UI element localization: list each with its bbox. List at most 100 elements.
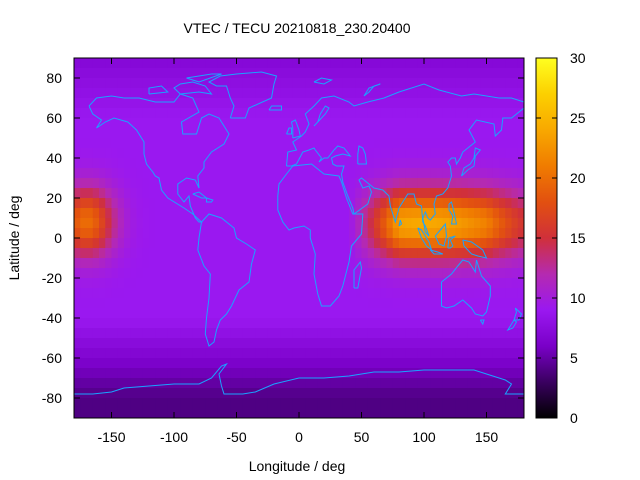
heatmap-cell xyxy=(374,258,381,269)
heatmap-cell xyxy=(242,368,250,379)
heatmap-cell xyxy=(399,248,406,259)
heatmap-cell xyxy=(324,398,331,409)
heatmap-cell xyxy=(130,198,138,209)
heatmap-cell xyxy=(442,218,450,229)
heatmap-cell xyxy=(511,188,519,199)
heatmap-cell xyxy=(411,158,419,169)
heatmap-cell xyxy=(511,278,519,289)
heatmap-cell xyxy=(74,178,81,189)
colorbar-tick-label: 25 xyxy=(570,110,586,126)
heatmap-cell xyxy=(211,278,219,289)
heatmap-cell xyxy=(324,378,331,389)
heatmap-cell xyxy=(180,388,188,399)
heatmap-cell xyxy=(411,88,419,99)
heatmap-cell xyxy=(405,248,413,259)
heatmap-cell xyxy=(261,378,269,389)
heatmap-cell xyxy=(205,258,213,269)
heatmap-cell xyxy=(311,348,319,359)
heatmap-cell xyxy=(224,98,231,109)
heatmap-cell xyxy=(230,318,238,329)
heatmap-cell xyxy=(255,238,263,249)
heatmap-cell xyxy=(374,118,381,129)
heatmap-cell xyxy=(205,288,213,299)
heatmap-cell xyxy=(299,308,306,319)
heatmap-cell xyxy=(449,308,456,319)
heatmap-cell xyxy=(92,128,100,139)
heatmap-cell xyxy=(424,348,431,359)
heatmap-cell xyxy=(449,408,456,418)
heatmap-cell xyxy=(124,148,131,159)
heatmap-cell xyxy=(505,328,513,339)
heatmap-cell xyxy=(74,98,81,109)
heatmap-cell xyxy=(230,328,238,339)
heatmap-cell xyxy=(211,378,219,389)
heatmap-cell xyxy=(142,128,150,139)
heatmap-cell xyxy=(205,368,213,379)
heatmap-cell xyxy=(199,58,206,69)
heatmap-cell xyxy=(305,58,313,69)
heatmap-cell xyxy=(155,68,163,79)
heatmap-cell xyxy=(136,88,144,99)
heatmap-cell xyxy=(174,148,181,159)
heatmap-cell xyxy=(199,78,206,89)
heatmap-cell xyxy=(211,168,219,179)
heatmap-cell xyxy=(149,338,156,349)
heatmap-cell xyxy=(199,208,206,219)
heatmap-cell xyxy=(130,188,138,199)
heatmap-cell xyxy=(224,368,231,379)
heatmap-cell xyxy=(174,348,181,359)
heatmap-cell xyxy=(230,348,238,359)
coastline xyxy=(479,319,485,326)
heatmap-cell xyxy=(230,118,238,129)
heatmap-cell xyxy=(292,128,300,139)
heatmap-cell xyxy=(230,398,238,409)
heatmap-cell xyxy=(74,258,81,269)
heatmap-cell xyxy=(136,208,144,219)
heatmap-cell xyxy=(217,178,225,189)
heatmap-cell xyxy=(480,138,488,149)
heatmap-cell xyxy=(199,118,206,129)
heatmap-cell xyxy=(92,348,100,359)
heatmap-cell xyxy=(99,78,106,89)
heatmap-cell xyxy=(242,258,250,269)
heatmap-cell xyxy=(99,208,106,219)
heatmap-cell xyxy=(355,198,363,209)
heatmap-cell xyxy=(236,138,244,149)
heatmap-cell xyxy=(424,178,431,189)
heatmap-cell xyxy=(342,188,350,199)
heatmap-cell xyxy=(224,88,231,99)
heatmap-cell xyxy=(380,108,388,119)
heatmap-cell xyxy=(255,158,263,169)
heatmap-cell xyxy=(317,328,325,339)
heatmap-cell xyxy=(517,108,524,119)
heatmap-cell xyxy=(386,388,394,399)
heatmap-cell xyxy=(380,298,388,309)
heatmap-cell xyxy=(492,308,500,319)
heatmap-cell xyxy=(511,258,519,269)
heatmap-cell xyxy=(267,348,275,359)
heatmap-cell xyxy=(324,98,331,109)
heatmap-cell xyxy=(242,288,250,299)
heatmap-cell xyxy=(380,248,388,259)
heatmap-cell xyxy=(324,78,331,89)
heatmap-cell xyxy=(392,348,400,359)
heatmap-cell xyxy=(317,168,325,179)
heatmap-cell xyxy=(336,338,344,349)
heatmap-cell xyxy=(330,148,338,159)
heatmap-cell xyxy=(99,188,106,199)
coastline xyxy=(513,307,523,321)
heatmap-cell xyxy=(455,168,463,179)
heatmap-cell xyxy=(505,358,513,369)
heatmap-cell xyxy=(324,208,331,219)
heatmap-cell xyxy=(455,338,463,349)
heatmap-cell xyxy=(430,228,438,239)
heatmap-cell xyxy=(349,198,356,209)
heatmap-cell xyxy=(192,68,200,79)
heatmap-cell xyxy=(499,388,506,399)
heatmap-cell xyxy=(117,388,125,399)
heatmap-cell xyxy=(167,368,175,379)
heatmap-cell xyxy=(236,378,244,389)
heatmap-cell xyxy=(486,398,494,409)
heatmap-cell xyxy=(292,188,300,199)
